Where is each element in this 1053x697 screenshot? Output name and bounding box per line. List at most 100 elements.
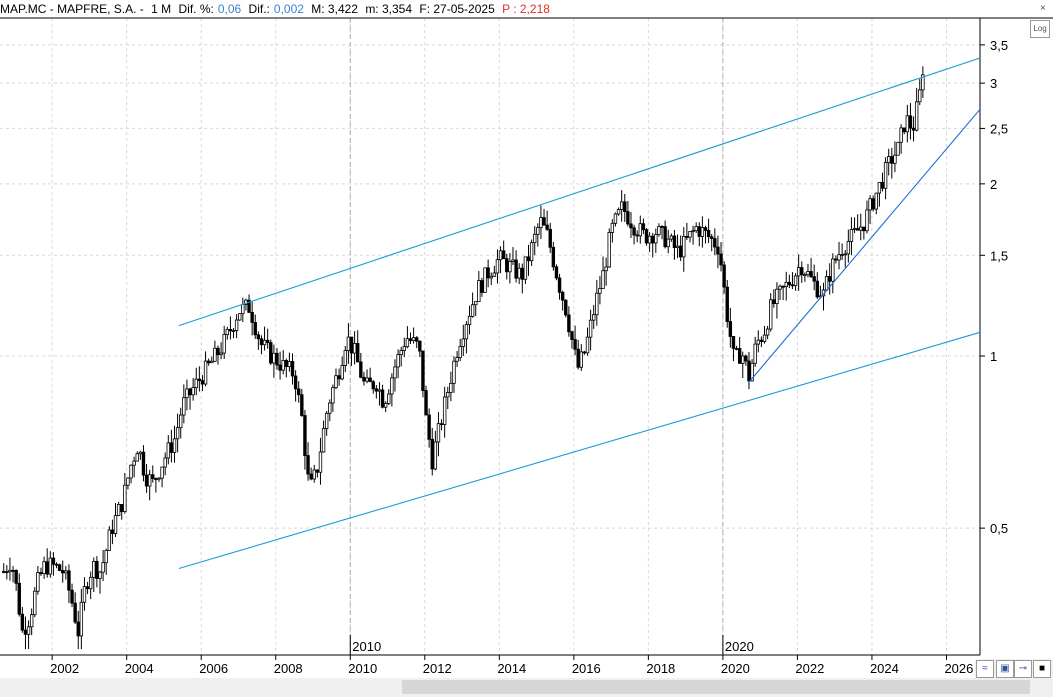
candle-body bbox=[669, 235, 674, 240]
price-label: P : 2,218 bbox=[502, 2, 550, 16]
candle-body bbox=[256, 334, 261, 340]
price-chart[interactable]: 0,5 1 1,5 2 2,5 3 3,5 2002 2004 2006 2008 2010 2012 2… bbox=[0, 0, 1053, 678]
y-tick-label: 0,5 bbox=[990, 521, 1008, 536]
candle-body bbox=[76, 621, 80, 637]
color-swatch-icon[interactable]: ■ bbox=[1033, 660, 1051, 678]
support-line[interactable] bbox=[748, 108, 981, 383]
candle-body bbox=[104, 550, 108, 564]
candle-body bbox=[356, 343, 360, 363]
candle-body bbox=[511, 259, 515, 263]
candle-body bbox=[921, 74, 925, 91]
candle-body bbox=[371, 381, 375, 390]
candle-body bbox=[328, 402, 332, 414]
candle-body bbox=[88, 576, 93, 590]
candle-body bbox=[713, 238, 717, 248]
scrollbar-thumb[interactable] bbox=[402, 680, 1030, 694]
candle-body bbox=[210, 360, 214, 364]
y-tick-label: 1 bbox=[990, 349, 997, 364]
channel-lower-line[interactable] bbox=[178, 331, 981, 570]
candle-body bbox=[303, 415, 307, 456]
y-tick-label: 2,5 bbox=[990, 121, 1008, 136]
x-tick-label: 2024 bbox=[870, 661, 899, 676]
x-tick-label: 2022 bbox=[795, 661, 824, 676]
candle-body bbox=[206, 360, 211, 364]
candle-body bbox=[725, 286, 729, 322]
candle-body bbox=[775, 288, 779, 304]
candle-body bbox=[352, 343, 357, 354]
candle-body bbox=[731, 336, 736, 349]
candle-body bbox=[489, 275, 493, 279]
candle-body bbox=[48, 557, 53, 575]
x-tick-label: 2008 bbox=[274, 661, 303, 676]
candle-body bbox=[54, 563, 59, 566]
candle-body bbox=[778, 285, 782, 290]
candle-body bbox=[368, 377, 372, 383]
candle-body bbox=[706, 230, 711, 238]
candle-body bbox=[123, 484, 127, 512]
candle-body bbox=[678, 245, 683, 258]
candle-body bbox=[101, 562, 105, 573]
candle-body bbox=[405, 338, 410, 348]
candle-body bbox=[73, 602, 77, 623]
candle-body bbox=[461, 338, 465, 347]
candle-body bbox=[138, 451, 143, 455]
decade-marker-label: 2020 bbox=[725, 639, 754, 654]
x-tick-label: 2006 bbox=[199, 661, 228, 676]
candle-body bbox=[157, 477, 161, 480]
candle-body bbox=[169, 442, 174, 453]
candle-body bbox=[383, 403, 388, 408]
candle-body bbox=[231, 330, 236, 332]
candle-body bbox=[377, 389, 382, 392]
candle-body bbox=[324, 412, 329, 429]
candle-body bbox=[185, 388, 189, 399]
date-label: F: 27-05-2025 bbox=[419, 2, 495, 16]
candle-body bbox=[483, 267, 487, 293]
candle-body bbox=[545, 224, 549, 230]
candle-body bbox=[8, 569, 12, 573]
candle-body bbox=[862, 226, 866, 232]
candle-body bbox=[29, 614, 34, 628]
candle-body bbox=[20, 613, 25, 631]
candle-body bbox=[402, 346, 406, 351]
candle-body bbox=[883, 162, 888, 189]
candle-body bbox=[828, 276, 832, 282]
y-tick-label: 3 bbox=[990, 76, 997, 91]
candle-body bbox=[452, 360, 456, 384]
candle-body bbox=[629, 223, 633, 229]
pin-icon[interactable]: ⊸ bbox=[1014, 660, 1032, 678]
candle-body bbox=[222, 334, 226, 354]
candle-body bbox=[278, 364, 282, 371]
candle-body bbox=[598, 288, 602, 294]
candle-body bbox=[197, 378, 202, 381]
candle-body bbox=[135, 453, 139, 462]
candle-body bbox=[300, 394, 304, 416]
candle-body bbox=[700, 227, 705, 237]
candle-body bbox=[716, 246, 720, 255]
candle-body bbox=[579, 351, 583, 368]
save-icon[interactable]: ▣ bbox=[996, 660, 1014, 678]
candle-body bbox=[893, 154, 897, 164]
candle-body bbox=[526, 256, 531, 262]
candle-body bbox=[815, 280, 819, 298]
dif-label: Dif.: bbox=[248, 2, 270, 16]
candle-body bbox=[449, 382, 453, 393]
candle-body bbox=[855, 228, 860, 231]
candle-body bbox=[688, 231, 692, 238]
x-tick-label: 2014 bbox=[497, 661, 526, 676]
candle-body bbox=[175, 427, 180, 440]
candle-body bbox=[95, 561, 99, 579]
candle-body bbox=[51, 557, 56, 565]
candle-body bbox=[107, 529, 112, 551]
candle-body bbox=[607, 232, 611, 268]
candle-body bbox=[290, 361, 295, 377]
candle-body bbox=[11, 569, 15, 572]
wave-icon[interactable]: ≈ bbox=[976, 660, 994, 678]
log-scale-button[interactable]: Log bbox=[1030, 20, 1050, 38]
candle-body bbox=[33, 590, 37, 616]
candle-body bbox=[508, 261, 512, 273]
candle-body bbox=[396, 354, 400, 368]
channel-upper-line[interactable] bbox=[178, 57, 981, 327]
candle-body bbox=[728, 321, 733, 337]
close-icon[interactable]: × bbox=[1040, 3, 1046, 14]
candle-body bbox=[85, 586, 90, 590]
